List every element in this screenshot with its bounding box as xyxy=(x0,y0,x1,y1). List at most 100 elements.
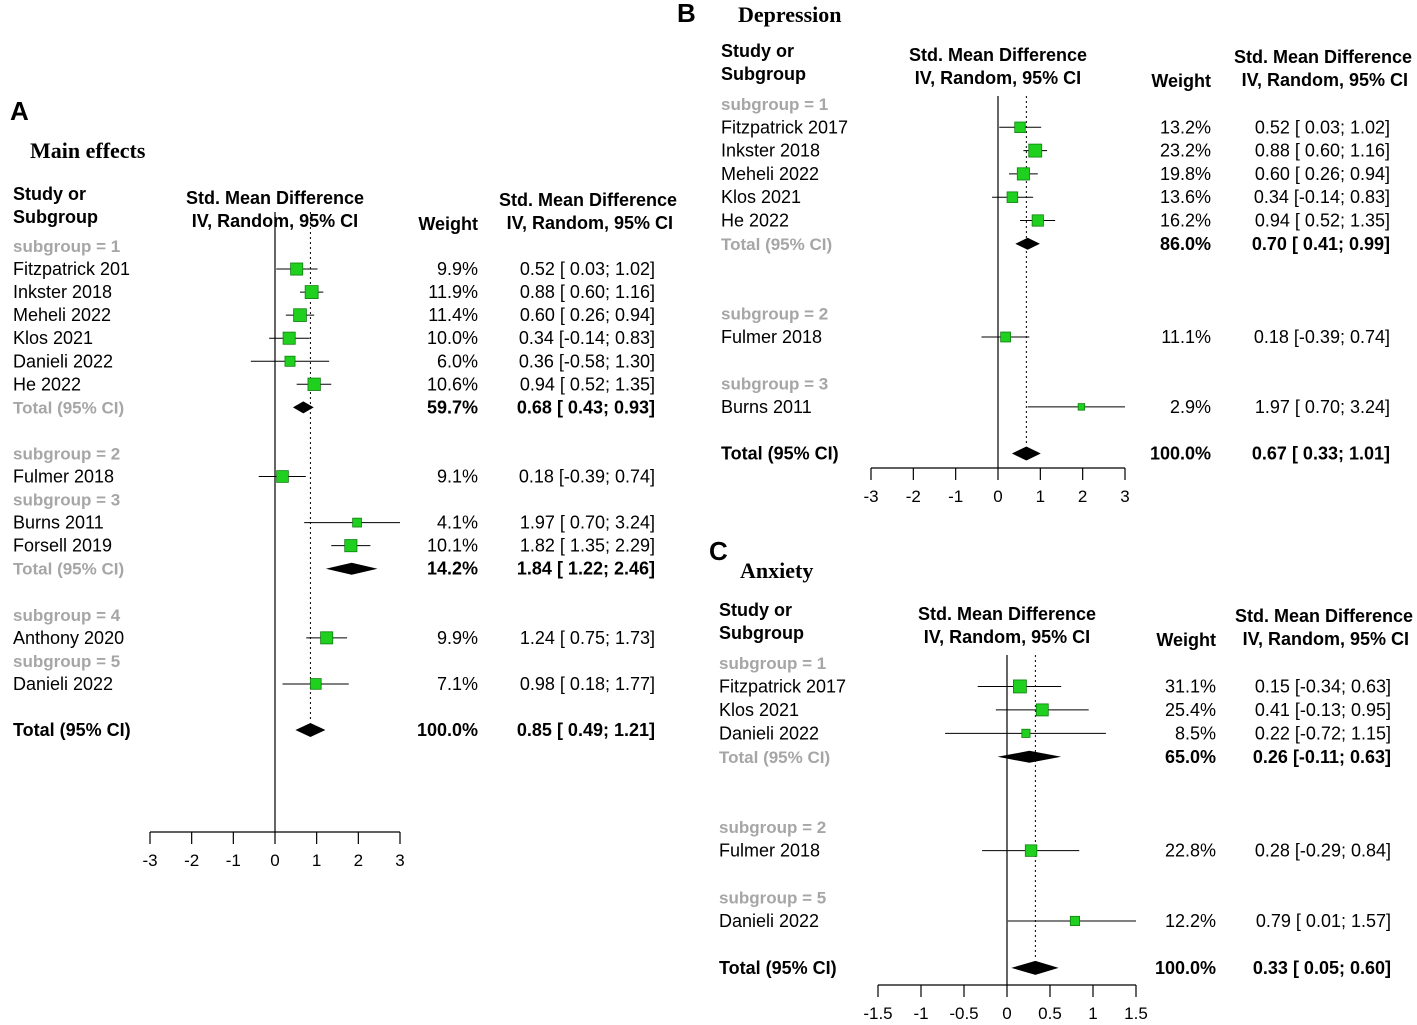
study-label: Meheli 2022 xyxy=(721,164,819,184)
subgroup-label: subgroup = 1 xyxy=(13,237,120,256)
study-ci: 1.97 [ 0.70; 3.24] xyxy=(520,513,655,533)
study-weight: 11.4% xyxy=(428,305,478,325)
total-weight: 100.0% xyxy=(1150,444,1211,464)
study-effect-box xyxy=(1069,915,1080,926)
study-ci: 1.24 [ 0.75; 1.73] xyxy=(520,628,655,648)
study-label: Burns 2011 xyxy=(721,397,812,417)
subtotal-weight: 14.2% xyxy=(427,559,478,579)
study-label: Burns 2011 xyxy=(13,513,104,533)
x-axis-tick-label: 3 xyxy=(395,851,404,870)
study-label: Fitzpatrick 201 xyxy=(13,259,130,279)
panel-title: Depression xyxy=(738,2,842,27)
study-ci: 0.94 [ 0.52; 1.35] xyxy=(1255,211,1390,231)
study-weight: 8.5% xyxy=(1175,723,1216,743)
study-effect-box xyxy=(1024,844,1038,857)
total-ci: 0.33 [ 0.05; 0.60] xyxy=(1253,958,1391,978)
study-ci: 0.52 [ 0.03; 1.02] xyxy=(1255,117,1390,137)
study-weight: 19.8% xyxy=(1160,164,1211,184)
subtotal-ci: 1.84 [ 1.22; 2.46] xyxy=(517,559,655,579)
x-axis-tick-label: -0.5 xyxy=(949,1004,978,1023)
study-effect-box xyxy=(276,470,289,483)
header-ci-method: IV, Random, 95% CI xyxy=(1242,70,1408,90)
header-subgroup: Subgroup xyxy=(13,207,98,227)
study-label: Fulmer 2018 xyxy=(719,841,820,861)
study-ci: 0.60 [ 0.26; 0.94] xyxy=(1255,164,1390,184)
study-ci: 0.22 [-0.72; 1.15] xyxy=(1255,723,1391,743)
study-weight: 25.4% xyxy=(1165,700,1216,720)
study-label: Danieli 2022 xyxy=(719,723,819,743)
header-subgroup: Subgroup xyxy=(721,64,806,84)
subtotal-label: Total (95% CI) xyxy=(13,560,124,579)
header-ci-method: IV, Random, 95% CI xyxy=(1243,629,1409,649)
x-axis-tick-label: 0.5 xyxy=(1038,1004,1062,1023)
total-label: Total (95% CI) xyxy=(13,720,131,740)
subgroup-label: subgroup = 2 xyxy=(13,444,120,463)
study-ci: 0.34 [-0.14; 0.83] xyxy=(519,328,655,348)
subtotal-ci: 0.26 [-0.11; 0.63] xyxy=(1253,747,1391,767)
study-label: Fitzpatrick 2017 xyxy=(721,117,848,137)
study-effect-box xyxy=(304,285,319,300)
study-label: Fitzpatrick 2017 xyxy=(719,676,846,696)
study-weight: 31.1% xyxy=(1165,676,1216,696)
study-label: Inkster 2018 xyxy=(13,282,112,302)
study-ci: 0.18 [-0.39; 0.74] xyxy=(1254,327,1390,347)
header-ci: Std. Mean Difference xyxy=(1234,47,1412,67)
subtotal-diamond xyxy=(1015,237,1040,250)
subtotal-label: Total (95% CI) xyxy=(721,235,832,254)
study-weight: 4.1% xyxy=(437,513,478,533)
study-label: Anthony 2020 xyxy=(13,628,124,648)
x-axis-tick-label: 3 xyxy=(1120,487,1129,506)
header-weight: Weight xyxy=(418,214,478,234)
subgroup-label: subgroup = 2 xyxy=(721,305,828,324)
study-weight: 9.9% xyxy=(437,628,478,648)
subtotal-weight: 65.0% xyxy=(1165,747,1216,767)
x-axis-tick-label: -3 xyxy=(863,487,878,506)
study-effect-box xyxy=(282,331,296,345)
subgroup-label: subgroup = 4 xyxy=(13,606,121,625)
study-effect-box xyxy=(1016,167,1030,181)
study-weight: 22.8% xyxy=(1165,841,1216,861)
study-ci: 0.98 [ 0.18; 1.77] xyxy=(520,674,655,694)
total-label: Total (95% CI) xyxy=(719,958,837,978)
header-ci-method: IV, Random, 95% CI xyxy=(507,213,673,233)
study-effect-box xyxy=(307,377,321,391)
header-study: Study or xyxy=(721,41,794,61)
study-weight: 23.2% xyxy=(1160,141,1211,161)
subgroup-label: subgroup = 2 xyxy=(719,818,826,837)
header-study: Study or xyxy=(719,600,792,620)
panel-letter: B xyxy=(677,0,696,28)
study-weight: 11.1% xyxy=(1161,327,1211,347)
study-effect-box xyxy=(290,262,304,276)
panel-letter: C xyxy=(709,536,728,566)
x-axis-tick-label: 1 xyxy=(1036,487,1045,506)
x-axis-tick-label: 0 xyxy=(270,851,279,870)
study-ci: 0.36 [-0.58; 1.30] xyxy=(519,351,655,371)
header-effect-method: IV, Random, 95% CI xyxy=(924,627,1090,647)
study-label: Klos 2021 xyxy=(721,187,801,207)
study-effect-box xyxy=(1000,331,1011,343)
study-effect-box xyxy=(1014,121,1026,133)
x-axis-tick-label: -3 xyxy=(142,851,157,870)
study-label: Fulmer 2018 xyxy=(721,327,822,347)
x-axis-tick-label: 1.5 xyxy=(1124,1004,1148,1023)
header-subgroup: Subgroup xyxy=(719,623,804,643)
study-ci: 1.82 [ 1.35; 2.29] xyxy=(520,536,655,556)
study-weight: 11.9% xyxy=(428,282,478,302)
subtotal-label: Total (95% CI) xyxy=(719,748,830,767)
study-label: Danieli 2022 xyxy=(719,911,819,931)
header-ci: Std. Mean Difference xyxy=(1235,606,1413,626)
study-label: He 2022 xyxy=(13,374,81,394)
subtotal-diamond xyxy=(997,750,1062,763)
study-effect-box xyxy=(320,631,334,645)
study-ci: 1.97 [ 0.70; 3.24] xyxy=(1255,397,1390,417)
study-weight: 10.6% xyxy=(427,374,478,394)
study-label: Danieli 2022 xyxy=(13,351,113,371)
subgroup-label: subgroup = 3 xyxy=(13,491,120,510)
study-label: Meheli 2022 xyxy=(13,305,111,325)
x-axis-tick-label: 1 xyxy=(312,851,321,870)
study-weight: 12.2% xyxy=(1165,911,1216,931)
study-effect-box xyxy=(284,355,296,367)
study-ci: 0.28 [-0.29; 0.84] xyxy=(1255,841,1391,861)
x-axis-tick-label: -2 xyxy=(184,851,199,870)
study-effect-box xyxy=(352,517,362,528)
